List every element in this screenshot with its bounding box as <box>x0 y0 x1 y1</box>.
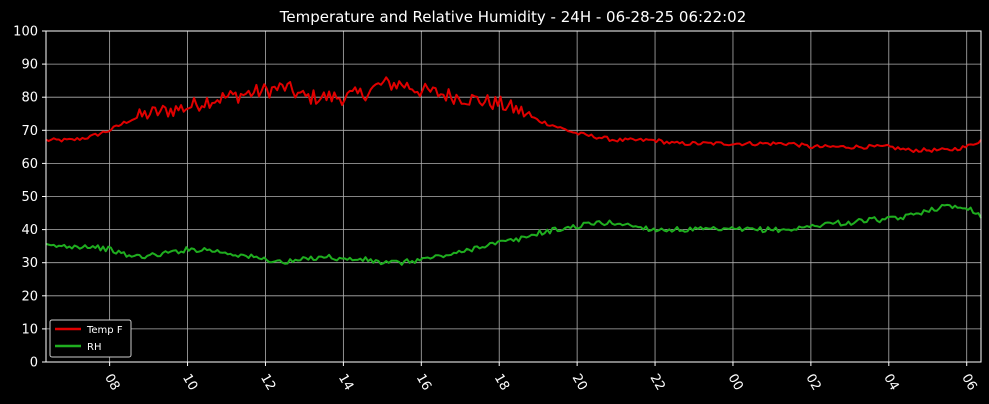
y-tick-label: 60 <box>21 157 38 172</box>
y-tick-label: 20 <box>21 289 38 304</box>
x-tick-label: 00 <box>725 372 746 394</box>
y-tick-label: 10 <box>21 322 38 337</box>
y-tick-label: 90 <box>21 58 38 73</box>
y-tick-label: 30 <box>21 256 38 271</box>
x-tick-label: 18 <box>491 372 512 394</box>
x-tick-label: 10 <box>179 372 200 394</box>
y-tick-label: 50 <box>21 190 38 205</box>
x-tick-label: 14 <box>335 372 356 394</box>
x-tick-label: 12 <box>257 372 278 394</box>
y-axis: 0 10 20 30 40 50 60 70 80 90 100 <box>13 25 46 371</box>
x-tick-label: 02 <box>802 372 823 394</box>
chart-title: Temperature and Relative Humidity - 24H … <box>279 8 747 26</box>
legend-label-rh: RH <box>87 342 101 353</box>
x-tick-label: 04 <box>880 372 901 394</box>
legend: Temp F RH <box>49 319 132 358</box>
series-line-temp <box>45 76 982 153</box>
legend-label-temp: Temp F <box>86 325 123 336</box>
y-tick-label: 100 <box>13 25 38 40</box>
x-tick-label: 20 <box>569 372 590 394</box>
x-tick-label: 16 <box>413 372 434 394</box>
x-axis: 08 10 12 14 16 18 20 22 00 02 04 06 <box>101 362 980 394</box>
x-tick-label: 08 <box>101 372 122 394</box>
y-tick-label: 70 <box>21 124 38 139</box>
y-tick-label: 80 <box>21 91 38 106</box>
x-tick-label: 06 <box>958 372 979 394</box>
y-tick-label: 0 <box>30 356 38 371</box>
y-tick-label: 40 <box>21 223 38 238</box>
series-layer <box>45 76 982 266</box>
x-tick-label: 22 <box>647 372 668 394</box>
series-line-rh <box>45 203 982 266</box>
